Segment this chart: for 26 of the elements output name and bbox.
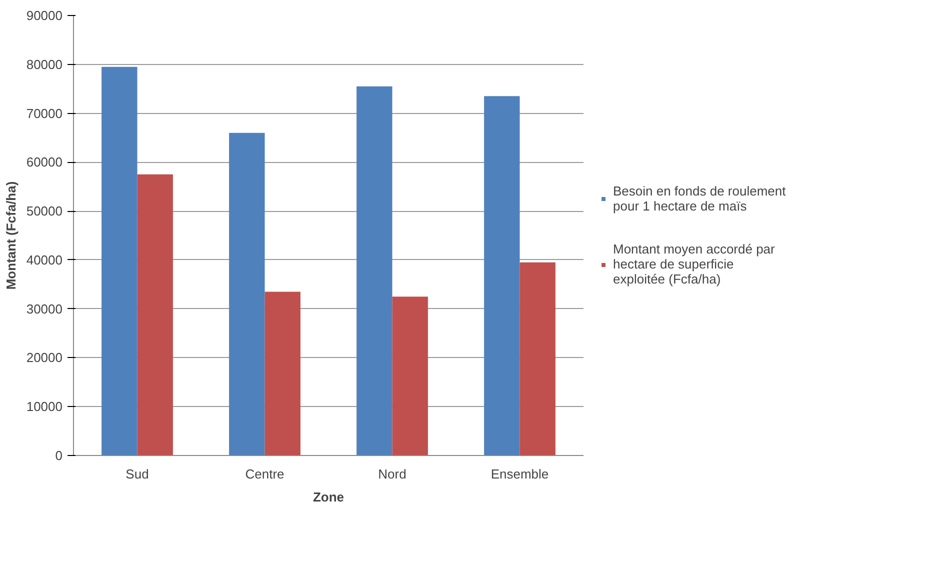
x-tick-label: Ensemble xyxy=(490,466,549,482)
y-tick-label: 0 xyxy=(55,448,63,463)
x-tick-label: Centre xyxy=(245,466,284,482)
bar xyxy=(102,66,138,456)
y-tick-label: 40000 xyxy=(26,252,63,268)
y-axis-title: Montant (Fcfa/ha) xyxy=(3,181,18,290)
bar xyxy=(484,96,520,456)
y-tick-label: 20000 xyxy=(26,350,63,366)
x-tick-label: Sud xyxy=(126,466,149,482)
y-tick-label: 90000 xyxy=(26,8,63,23)
bar xyxy=(356,86,392,456)
legend-label: Montant moyen accordé par hectare de superficie exploitée (Fcfa/ha) xyxy=(613,242,775,286)
bar xyxy=(229,132,265,456)
bar xyxy=(137,174,173,456)
bar xyxy=(392,296,428,456)
y-tick-label: 60000 xyxy=(26,154,63,170)
y-tick-label: 30000 xyxy=(26,301,63,316)
y-tick-label: 80000 xyxy=(26,56,63,72)
y-tick-label: 10000 xyxy=(26,399,63,414)
x-axis-title: Zone xyxy=(312,490,344,504)
bar xyxy=(520,262,556,456)
y-tick-label: 50000 xyxy=(26,204,63,219)
x-tick-label: Nord xyxy=(378,466,406,482)
y-tick-label: 70000 xyxy=(26,106,63,121)
bar xyxy=(264,292,300,456)
legend-label: Besoin en fonds de roulement pour 1 hectare de maïs xyxy=(613,184,786,214)
